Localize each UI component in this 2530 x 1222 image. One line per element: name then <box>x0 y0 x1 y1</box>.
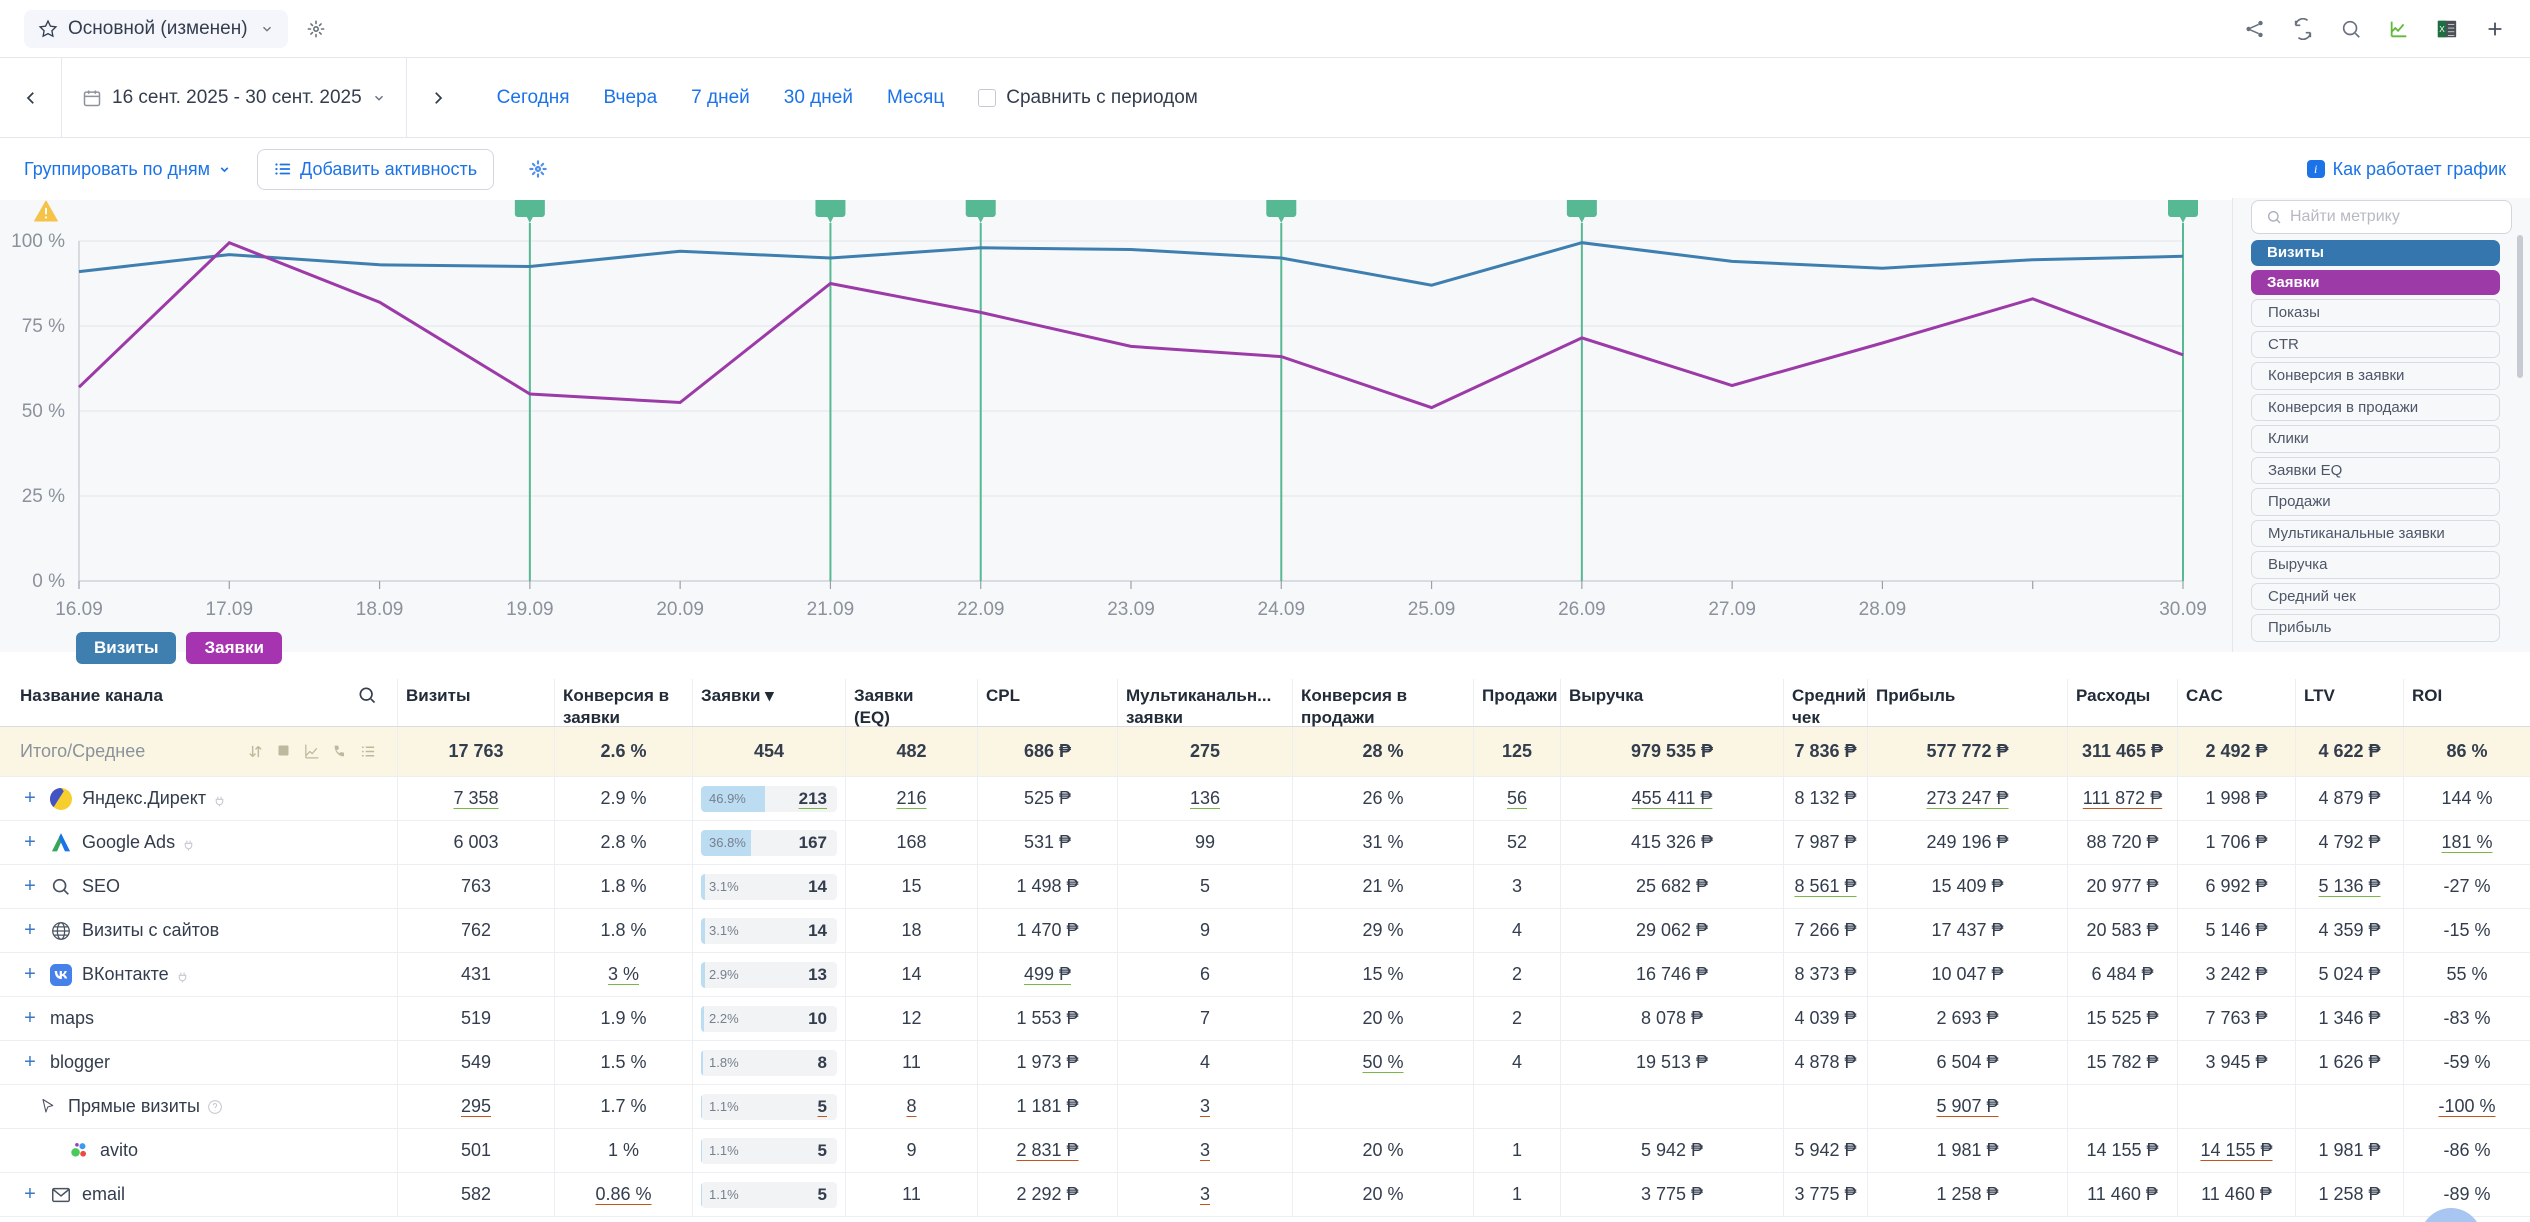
svg-text:21.09: 21.09 <box>807 599 855 620</box>
svg-text:20.09: 20.09 <box>656 599 704 620</box>
svg-text:28.09: 28.09 <box>1859 599 1907 620</box>
svg-text:25.09: 25.09 <box>1408 599 1456 620</box>
svg-text:50 %: 50 % <box>22 401 65 422</box>
svg-text:100 %: 100 % <box>11 231 65 252</box>
svg-text:X: X <box>2439 24 2445 33</box>
svg-text:27.09: 27.09 <box>1708 599 1756 620</box>
svg-text:75 %: 75 % <box>22 316 65 337</box>
svg-text:24.09: 24.09 <box>1258 599 1306 620</box>
svg-text:26.09: 26.09 <box>1558 599 1606 620</box>
svg-text:19.09: 19.09 <box>506 599 554 620</box>
svg-text:0 %: 0 % <box>32 571 65 592</box>
svg-text:16.09: 16.09 <box>55 599 103 620</box>
svg-text:18.09: 18.09 <box>356 599 404 620</box>
svg-text:30.09: 30.09 <box>2159 599 2207 620</box>
svg-text:22.09: 22.09 <box>957 599 1005 620</box>
svg-text:17.09: 17.09 <box>206 599 254 620</box>
svg-text:23.09: 23.09 <box>1107 599 1155 620</box>
svg-text:25 %: 25 % <box>22 486 65 507</box>
